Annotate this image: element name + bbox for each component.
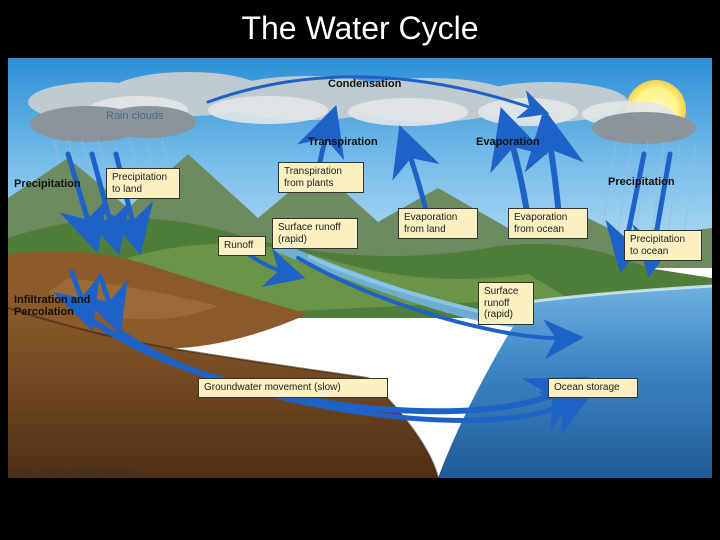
label-box-runoff: Runoff xyxy=(218,236,266,256)
label-precipitation-r: Precipitation xyxy=(608,176,675,188)
copyright-text: © 2007 Thomson Higher Education xyxy=(10,467,135,476)
diagram: Condensation Transpiration Evaporation Prec… xyxy=(8,58,712,478)
label-condensation: Condensation xyxy=(328,78,401,90)
label-box-transp-plants: Transpirationfrom plants xyxy=(278,162,364,193)
label-evaporation: Evaporation xyxy=(476,136,540,148)
label-box-groundwater: Groundwater movement (slow) xyxy=(198,378,388,398)
page-title: The Water Cycle xyxy=(0,0,720,53)
label-box-evap-ocean: Evaporationfrom ocean xyxy=(508,208,588,239)
label-precipitation-l: Precipitation xyxy=(14,178,81,190)
label-infiltration: Infiltration andPercolation xyxy=(14,294,90,318)
label-box-precip-to-land: Precipitationto land xyxy=(106,168,180,199)
label-rain-clouds: Rain clouds xyxy=(106,110,163,122)
label-box-ocean-storage: Ocean storage xyxy=(548,378,638,398)
label-box-precip-to-ocean: Precipitationto ocean xyxy=(624,230,702,261)
label-box-surface-runoff-1: Surface runoff(rapid) xyxy=(272,218,358,249)
label-box-evap-land: Evaporationfrom land xyxy=(398,208,478,239)
label-transpiration: Transpiration xyxy=(308,136,378,148)
label-box-surface-runoff-2: Surfacerunoff(rapid) xyxy=(478,282,534,325)
